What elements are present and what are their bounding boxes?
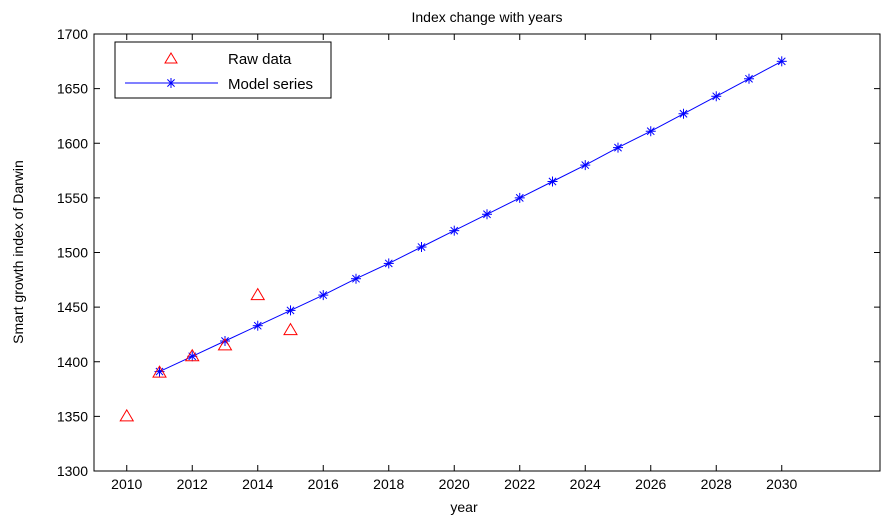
model-series-point [351,273,361,284]
y-tick-label: 1400 [57,354,88,370]
x-tick-label: 2024 [570,476,601,492]
raw-data-point [119,408,135,422]
y-tick-label: 1350 [57,408,88,424]
model-series-point [547,176,558,187]
x-tick-label: 2018 [373,476,404,492]
legend-model-series-label: Model series [228,76,313,93]
x-tick-label: 2022 [504,476,535,492]
legend-star-shape [166,78,176,88]
y-tick-label: 1600 [57,135,88,151]
model-series-point [776,56,787,67]
model-series-point [613,142,623,153]
x-tick-label: 2030 [766,476,797,492]
raw-data-point [184,348,200,362]
model-series-point [645,126,656,137]
model-series-point [252,320,263,331]
model-series-point [285,305,296,316]
y-axis-ticks: 1300 1350 1400 1450 1500 1550 1600 1650 1700 [57,26,880,479]
legend: Raw data Model series [114,41,332,99]
plot-background [94,34,880,471]
series-raw-data [119,287,298,422]
x-axis-title: year [450,499,478,515]
x-tick-label: 2010 [111,476,142,492]
y-tick-label: 1550 [57,190,88,206]
model-series-point [449,225,460,236]
model-series-point [678,108,689,119]
raw-data-point [283,322,298,336]
y-tick-label: 1700 [57,26,88,42]
y-tick-label: 1450 [57,299,88,315]
x-tick-label: 2016 [308,476,339,492]
chart-title: Index change with years [412,9,563,25]
x-tick-label: 2028 [701,476,732,492]
raw-data-point [217,337,233,351]
model-series-point [416,242,427,253]
model-series-point [744,73,754,84]
plot-frame [93,33,881,472]
x-tick-label: 2012 [177,476,208,492]
model-series-point [482,209,492,220]
y-tick-label: 1650 [57,81,88,97]
y-tick-label: 1300 [57,463,88,479]
raw-data-point [250,287,266,301]
model-series-point [514,192,525,203]
model-series-point [580,160,591,171]
legend-box [114,41,332,99]
model-series-point [220,335,230,346]
model-series-point [318,290,329,301]
legend-model-series-marker [166,78,176,88]
x-tick-label: 2026 [635,476,666,492]
x-tick-label: 2014 [242,476,273,492]
model-series-line [159,60,783,373]
legend-raw-data-label: Raw data [228,51,292,68]
y-tick-label: 1500 [57,245,88,261]
x-tick-label: 2020 [439,476,470,492]
y-axis-title: Smart growth index of Darwin [10,160,26,344]
raw-data-point [152,365,167,378]
model-series-point [383,258,394,269]
model-series-point [711,91,722,102]
legend-raw-data-marker [164,52,178,64]
x-axis-ticks: 2010 2012 2014 2016 2018 2020 2022 2024 2026 2028… [111,34,798,492]
